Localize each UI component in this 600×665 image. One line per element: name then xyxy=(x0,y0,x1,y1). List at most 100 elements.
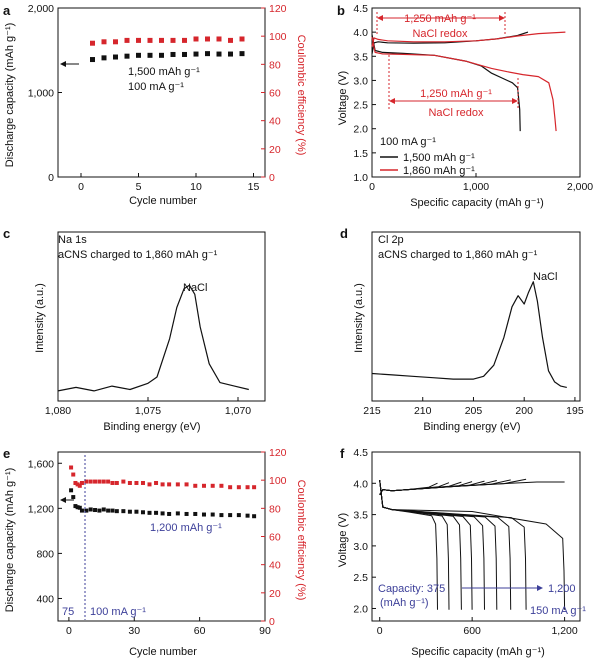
y2-tick-label: 80 xyxy=(269,59,281,71)
data-point xyxy=(84,508,89,513)
panel-b-top-arrow-sub: NaCl redox xyxy=(412,28,468,40)
panel-f-capacity-unit: (mAh g⁻¹) xyxy=(380,597,429,609)
panel-b-x-label: Specific capacity (mAh g⁻¹) xyxy=(410,197,544,209)
data-point xyxy=(101,479,106,484)
panel-f-x-ticks: 0 600 1,200 xyxy=(377,617,578,637)
data-point xyxy=(113,39,118,45)
panel-f-letter: f xyxy=(340,446,345,461)
panel-e-x-ticks: 0 30 60 90 xyxy=(66,617,271,637)
charge-curve xyxy=(379,481,565,495)
xps-spectrum xyxy=(57,284,249,392)
panel-e-y-ticks: 400 800 1,200 1,600 xyxy=(28,458,62,605)
y2-tick-label: 80 xyxy=(269,503,281,515)
y-tick-label: 0 xyxy=(48,172,54,184)
panel-c-subtitle: aCNS charged to 1,860 mAh g⁻¹ xyxy=(58,249,218,261)
data-point xyxy=(84,479,89,484)
data-point xyxy=(228,485,233,490)
y-tick-label: 4.0 xyxy=(353,27,368,39)
data-point xyxy=(71,472,76,477)
data-point xyxy=(136,52,141,58)
x-tick-label: 195 xyxy=(566,405,584,417)
data-point xyxy=(101,39,107,45)
panel-a-y-label: Discharge capacity (mAh g⁻¹) xyxy=(4,23,16,168)
panel-e-left-arrow xyxy=(60,497,74,503)
xps-spectrum xyxy=(371,281,567,388)
y-tick-label: 4.5 xyxy=(353,3,368,15)
data-point xyxy=(106,508,111,513)
data-point xyxy=(159,37,164,43)
y2-tick-label: 100 xyxy=(269,31,287,43)
panel-b-x-ticks: 0 1,000 2,000 xyxy=(369,173,593,193)
panel-a-left-arrow xyxy=(60,61,79,67)
data-point xyxy=(101,55,107,61)
data-point xyxy=(236,513,241,518)
y2-tick-label: 20 xyxy=(269,144,281,156)
panel-c-y-label: Intensity (a.u.) xyxy=(34,283,46,353)
data-point xyxy=(71,495,76,500)
data-point xyxy=(97,479,102,484)
data-point xyxy=(140,480,145,485)
panel-e-left-rate: 75 xyxy=(62,606,74,618)
data-point xyxy=(79,480,84,485)
voltage-curve xyxy=(371,36,557,132)
panel-d-frame xyxy=(371,231,581,402)
data-point xyxy=(106,479,111,484)
data-point xyxy=(170,51,176,57)
y-tick-label: 2,000 xyxy=(28,3,54,15)
panel-c-letter: c xyxy=(3,226,10,241)
x-tick-label: 1,075 xyxy=(135,405,161,417)
panel-f: f 0 600 1,200 2.0 2.5 3.0 3.5 4.0 4.5 Specific … xyxy=(337,446,586,658)
panel-f-rate: 150 mA g⁻¹ xyxy=(530,605,586,617)
data-point xyxy=(219,483,224,488)
panel-d-letter: d xyxy=(340,226,348,241)
data-point xyxy=(127,480,132,485)
x-tick-label: 1,200 xyxy=(551,625,577,637)
data-point xyxy=(228,37,233,43)
panel-f-capacity-arrow xyxy=(462,585,543,591)
data-point xyxy=(228,51,233,57)
panel-b: b 0 1,000 2,000 1.0 1.5 2.0 2.5 3.0 3.5 4.0 4.5 S… xyxy=(337,3,593,209)
y-tick-label: 2.5 xyxy=(353,100,368,112)
data-point xyxy=(245,485,250,490)
panel-d-x-ticks: 215 210 205 200 195 xyxy=(363,397,584,417)
data-point xyxy=(75,505,80,510)
x-tick-label: 0 xyxy=(66,625,72,637)
data-point xyxy=(159,52,164,58)
data-point xyxy=(121,479,126,484)
panel-c: c 1,080 1,075 1,070 Binding energy (eV) In… xyxy=(3,226,266,433)
panel-f-y-label: Voltage (V) xyxy=(337,513,349,567)
data-point xyxy=(216,51,222,57)
panel-f-frame xyxy=(371,451,581,622)
x-tick-label: 0 xyxy=(369,181,375,193)
data-point xyxy=(252,514,257,519)
data-point xyxy=(182,51,187,57)
data-point xyxy=(134,480,139,485)
panel-f-lines xyxy=(379,478,566,610)
x-tick-label: 200 xyxy=(515,405,533,417)
data-point xyxy=(182,37,187,43)
y2-tick-label: 120 xyxy=(269,447,287,459)
panel-a-rate-label: 100 mA g⁻¹ xyxy=(128,81,184,93)
x-tick-label: 600 xyxy=(463,625,481,637)
panel-a-y2-label: Coulombic efficiency (%) xyxy=(295,35,307,156)
panel-b-letter: b xyxy=(337,3,345,18)
data-point xyxy=(124,53,130,59)
data-point xyxy=(77,483,82,488)
panel-b-y-ticks: 1.0 1.5 2.0 2.5 3.0 3.5 4.0 4.5 xyxy=(353,3,376,184)
data-point xyxy=(160,511,165,516)
data-point xyxy=(147,52,153,58)
data-point xyxy=(147,482,152,487)
data-point xyxy=(193,511,198,516)
y2-tick-label: 120 xyxy=(269,3,287,15)
y-tick-label: 1.0 xyxy=(353,172,368,184)
data-point xyxy=(140,510,145,515)
data-point xyxy=(193,51,199,57)
charge-curve xyxy=(379,482,450,495)
data-point xyxy=(167,482,172,487)
panel-a: a 0 5 10 15 0 1,000 2,000 0 20 40 60 80 100 120 Cyc… xyxy=(3,3,307,207)
data-point xyxy=(101,507,106,512)
data-point xyxy=(175,482,180,487)
data-point xyxy=(216,36,222,42)
data-point xyxy=(69,488,74,493)
y-tick-label: 1,200 xyxy=(28,503,54,515)
